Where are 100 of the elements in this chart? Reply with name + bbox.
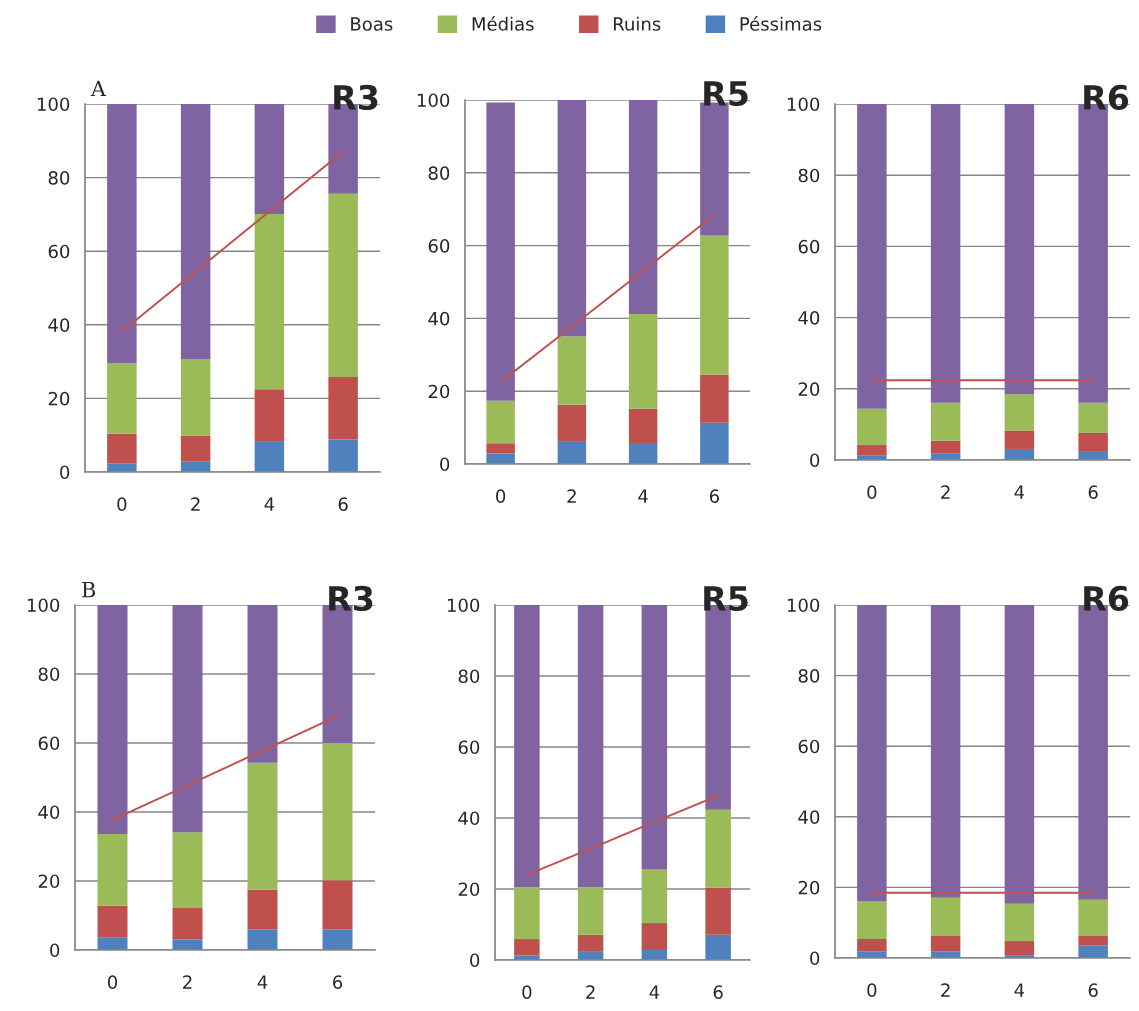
bar [930,104,961,403]
legend-label: Ruins [613,16,661,31]
bar [107,104,137,364]
bar [322,929,353,950]
text: B [82,582,96,598]
x-tick-label: 6 [1088,485,1098,499]
bar [322,743,353,881]
bar [1078,402,1108,433]
bar [1078,451,1108,460]
x-tick-label: 2 [941,983,950,997]
bar [700,374,729,423]
y-tick-label: 60 [38,736,60,751]
chart-title: R6 [1084,84,1129,111]
bar [628,314,658,409]
bar [254,214,285,390]
bar [857,104,887,409]
bar [514,939,540,956]
x-tick-label: 2 [183,975,192,989]
x-tick-label: 6 [713,985,723,999]
y-tick-label: 40 [798,810,820,824]
bar [641,923,668,949]
bar [107,363,137,434]
legend-label: Péssimas [740,16,822,31]
bar [1078,935,1108,946]
bar [641,605,668,870]
bar [180,359,211,436]
y-tick-label: 80 [798,168,820,183]
bar [930,897,961,936]
bar [172,939,203,950]
x-tick-label: 2 [567,489,576,503]
bar [97,905,128,938]
bar [486,102,515,401]
bar [172,907,203,940]
bar [641,869,668,924]
legend-label: Boas [351,17,393,31]
bar [930,402,961,441]
chart-title: R6 [1084,585,1129,612]
bar [254,104,285,215]
y-tick-label: 0 [470,953,480,968]
y-tick-label: 20 [428,384,450,399]
line-series [499,214,716,384]
bar [486,443,515,454]
bar [930,935,961,952]
x-tick-label: 6 [1088,983,1098,997]
y-tick-label: 100 [447,598,480,613]
text: A [90,80,107,96]
bar [857,605,887,902]
bar [486,453,515,464]
bar [857,938,887,952]
y-tick-label: 60 [48,244,70,259]
x-tick-label: 6 [333,975,343,989]
y-tick-label: 20 [48,391,70,406]
bar [628,100,658,315]
y-tick-label: 60 [798,739,820,754]
x-tick-label: 6 [338,497,348,511]
x-tick-label: 2 [586,985,595,999]
y-tick-label: 40 [798,311,820,325]
bar [930,605,961,898]
y-tick-label: 20 [458,882,480,897]
y-tick-label: 0 [810,951,820,966]
y-tick-label: 80 [798,669,820,683]
x-tick-label: 0 [496,489,506,503]
y-tick-label: 80 [458,669,480,684]
bar [322,880,353,930]
bar [1078,432,1108,452]
bar [247,889,278,930]
bar [1004,394,1035,431]
x-tick-label: 6 [709,489,719,503]
x-tick-label: 2 [941,485,950,499]
y-tick-label: 100 [787,97,820,112]
y-tick-label: 40 [38,805,60,820]
bar [247,605,278,763]
line-series [111,715,339,821]
x-tick-label: 4 [638,489,648,503]
x-tick-label: 4 [257,975,268,989]
y-tick-label: 40 [428,311,450,326]
bar [97,834,128,906]
bar [486,400,515,444]
bar [172,605,203,833]
bar [557,441,587,464]
x-tick-label: 2 [191,497,200,511]
bar [1004,104,1035,395]
bar [700,235,729,375]
y-tick-label: 0 [50,943,60,958]
x-tick-label: 0 [107,975,118,989]
bar [97,605,128,835]
y-tick-label: 60 [798,239,820,254]
bar [705,809,731,888]
y-tick-label: 20 [38,874,60,889]
bar [930,440,961,454]
bar [857,408,887,446]
x-tick-label: 0 [867,983,877,997]
bar [1004,430,1035,449]
line-series [120,150,345,333]
bar [557,100,587,337]
x-tick-label: 4 [649,985,660,999]
bar [1078,899,1108,936]
bar [254,441,285,472]
bar [1078,945,1108,958]
bar [705,887,731,935]
